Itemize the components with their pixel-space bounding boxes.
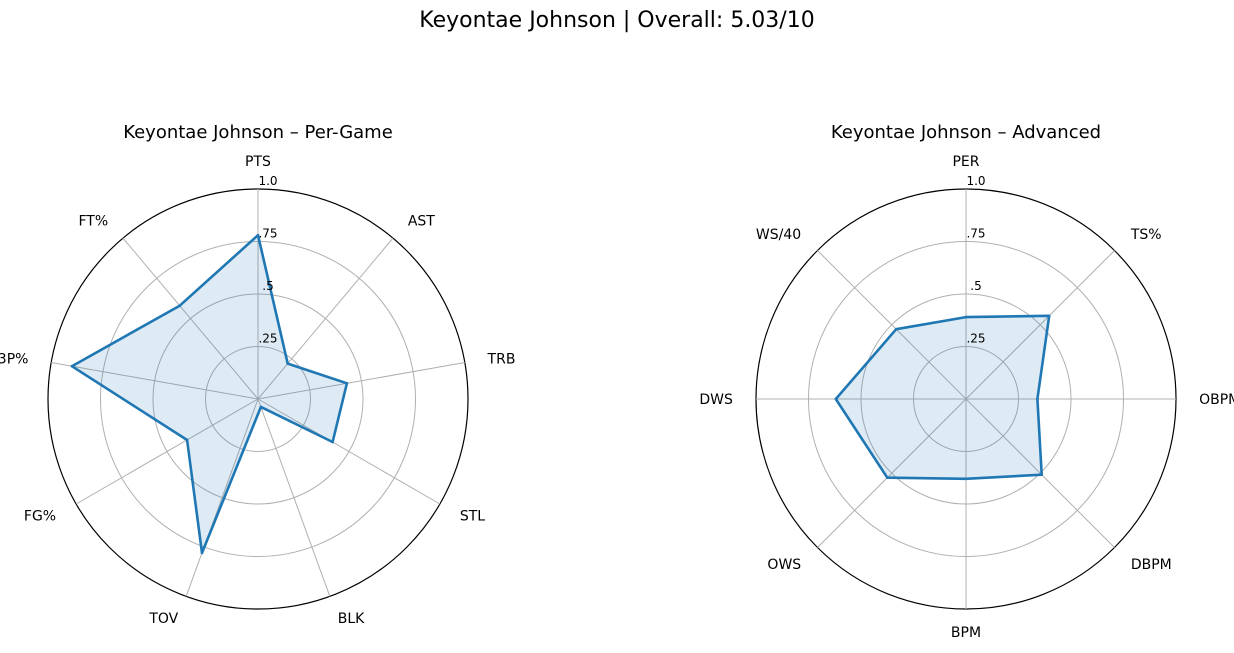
data-point-ast <box>286 362 289 365</box>
spoke-line <box>817 250 967 400</box>
spoke-line <box>257 398 441 505</box>
spoke-line <box>257 398 331 597</box>
data-point-dws <box>834 397 838 401</box>
spoke-line <box>185 398 259 597</box>
per-game-radar: Keyontae Johnson – Per-Game .25 .5 .75 1.0 P… <box>0 122 515 627</box>
axis-label-bpm: BPM <box>951 625 981 641</box>
per-game-title: Keyontae Johnson – Per-Game <box>123 122 393 143</box>
axis-label-pts: PTS <box>245 154 271 170</box>
data-point-bpm <box>964 477 968 481</box>
axis-label-dbpm: DBPM <box>1131 557 1172 573</box>
spoke-line <box>817 398 967 548</box>
axis-label-obpm: OBPM <box>1199 392 1234 408</box>
series-line <box>70 233 349 555</box>
spoke-line <box>257 362 465 400</box>
data-point-per <box>964 315 968 319</box>
radial-tick-label: 1.0 <box>258 174 277 188</box>
spoke-line <box>51 362 259 400</box>
axis-label-stl: STL <box>460 509 485 525</box>
data-point-ts <box>1047 314 1051 318</box>
axis-label-dws: DWS <box>699 392 733 408</box>
figure-title: Keyontae Johnson | Overall: 5.03/10 <box>419 8 815 33</box>
axis-label-trb: TRB <box>487 352 516 368</box>
data-point-pts <box>256 233 260 237</box>
advanced-title: Keyontae Johnson – Advanced <box>831 122 1101 143</box>
axis-label-fg: FG% <box>24 509 56 525</box>
axis-label-ws40: WS/40 <box>756 227 801 243</box>
radial-tick-label: .25 <box>258 332 277 346</box>
axis-label-blk: BLK <box>338 611 365 627</box>
data-point-obpm <box>1036 397 1039 401</box>
radial-tick-label: .25 <box>966 332 985 346</box>
data-point-stl <box>331 440 334 444</box>
data-point-ows <box>885 476 889 480</box>
radial-tick-label: .5 <box>970 279 981 293</box>
data-point-ws40 <box>894 327 898 331</box>
data-point-3p <box>70 364 74 368</box>
data-point-dbpm <box>1040 473 1044 477</box>
axis-label-3p: 3P% <box>0 352 28 368</box>
series-area <box>71 235 347 553</box>
radial-tick-label: .75 <box>966 227 985 241</box>
spoke-line <box>965 250 1115 400</box>
axis-label-per: PER <box>952 154 979 170</box>
axis-label-ows: OWS <box>767 557 801 573</box>
series-area <box>835 315 1050 479</box>
advanced-radar: Keyontae Johnson – Advanced .25 .5 .75 1.0 P… <box>699 122 1234 641</box>
data-point-fg <box>185 438 189 442</box>
data-point-blk <box>259 405 263 409</box>
spoke-line <box>257 237 394 400</box>
data-point-ft <box>178 304 182 307</box>
spoke-line <box>122 237 259 400</box>
spoke-line <box>965 398 1115 548</box>
radial-tick-label: .75 <box>258 227 277 241</box>
axis-label-tov: TOV <box>148 611 178 627</box>
spoke-line <box>75 398 259 505</box>
axis-label-ast: AST <box>408 213 435 229</box>
axis-label-ft: FT% <box>78 213 108 229</box>
data-point-tov <box>200 551 204 555</box>
radial-tick-label: .5 <box>262 279 273 293</box>
data-point-trb <box>345 382 349 385</box>
radial-tick-label: 1.0 <box>966 174 985 188</box>
axis-label-ts: TS% <box>1130 227 1162 243</box>
